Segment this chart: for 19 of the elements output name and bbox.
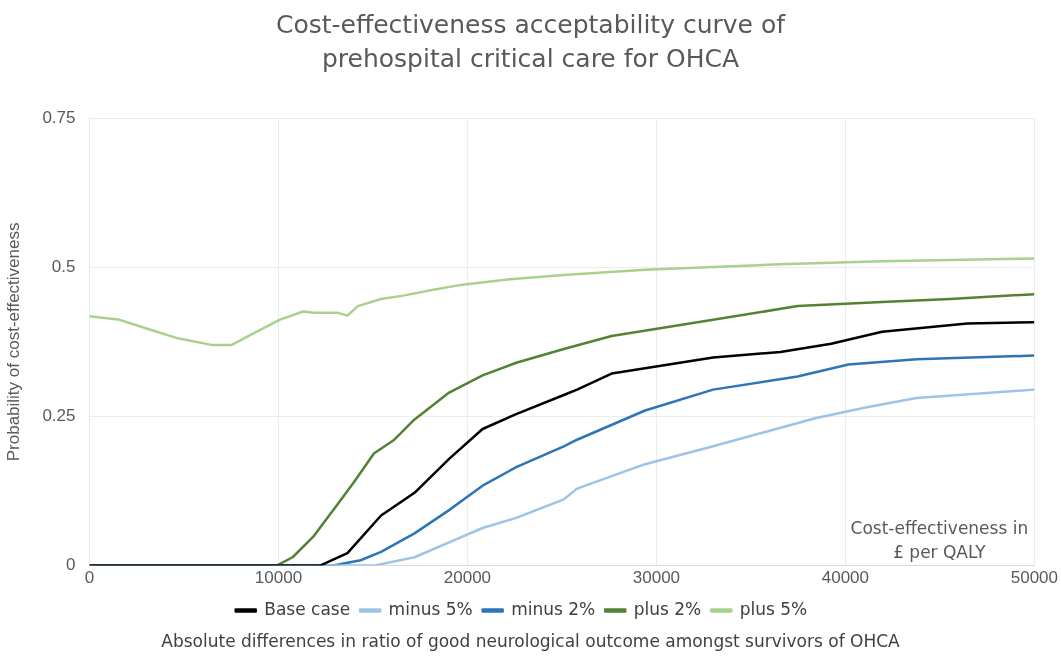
- legend-title: Absolute differences in ratio of good neurological outcome amongst survivors of OHCA: [160, 631, 901, 651]
- x-tick-label: 0: [84, 568, 95, 588]
- x-tick-label: 20000: [443, 568, 492, 588]
- x-axis-title: Cost-effectiveness in £ per QALY: [850, 518, 1029, 563]
- x-tick-label: 40000: [821, 568, 870, 588]
- x-tick-label: 10000: [254, 568, 303, 588]
- x-tick-label: 30000: [632, 568, 681, 588]
- legend-label: plus 5%: [739, 598, 808, 619]
- y-tick-label: 0.25: [42, 406, 76, 426]
- y-axis-title: Probability of cost-effectiveness: [3, 222, 23, 462]
- y-tick-label: 0.75: [42, 107, 76, 127]
- legend-label: plus 2%: [633, 598, 702, 619]
- legend-label: minus 2%: [511, 598, 596, 619]
- legend-label: Base case: [264, 598, 351, 619]
- legend-label: minus 5%: [388, 598, 473, 619]
- chart-title: Cost-effectiveness acceptability curve of prehospital critical care for OHCA: [275, 9, 787, 75]
- y-tick-label: 0.5: [51, 257, 76, 277]
- y-tick-label: 0: [66, 555, 76, 575]
- x-tick-label: 50000: [1010, 568, 1058, 588]
